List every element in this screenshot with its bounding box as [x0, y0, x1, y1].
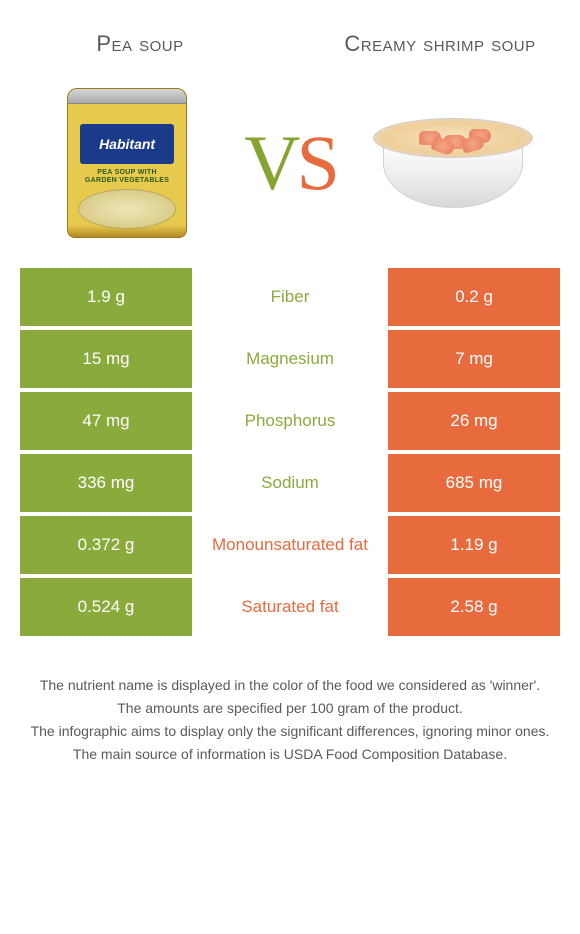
title-left: Pea soup — [10, 30, 270, 58]
footer-line: The main source of information is USDA F… — [30, 744, 550, 765]
nutrient-left-value: 0.524 g — [20, 578, 192, 636]
nutrient-right-value: 685 mg — [388, 454, 560, 512]
nutrient-left-value: 15 mg — [20, 330, 192, 388]
soup-can-icon: Habitant PEA SOUP WITH GARDEN VEGETABLES — [67, 88, 187, 238]
nutrient-label: Saturated fat — [192, 578, 388, 636]
footer-line: The amounts are specified per 100 gram o… — [30, 698, 550, 719]
can-sub-label: PEA SOUP WITH GARDEN VEGETABLES — [78, 169, 176, 185]
soup-bowl-icon — [373, 118, 533, 208]
vs-v: V — [244, 119, 296, 206]
nutrient-right-value: 26 mg — [388, 392, 560, 450]
footer-line: The nutrient name is displayed in the co… — [30, 675, 550, 696]
right-food-image — [336, 118, 570, 208]
nutrient-right-value: 1.19 g — [388, 516, 560, 574]
footer-line: The infographic aims to display only the… — [30, 721, 550, 742]
nutrient-left-value: 47 mg — [20, 392, 192, 450]
table-row: 0.372 gMonounsaturated fat1.19 g — [20, 516, 560, 574]
nutrient-right-value: 0.2 g — [388, 268, 560, 326]
nutrient-label: Magnesium — [192, 330, 388, 388]
nutrient-label: Fiber — [192, 268, 388, 326]
nutrient-table: 1.9 gFiber0.2 g15 mgMagnesium7 mg47 mgPh… — [0, 268, 580, 636]
can-brand-label: Habitant — [80, 124, 174, 164]
title-right: Creamy shrimp soup — [310, 30, 570, 58]
table-row: 0.524 gSaturated fat2.58 g — [20, 578, 560, 636]
nutrient-label: Monounsaturated fat — [192, 516, 388, 574]
table-row: 47 mgPhosphorus26 mg — [20, 392, 560, 450]
table-row: 15 mgMagnesium7 mg — [20, 330, 560, 388]
nutrient-left-value: 336 mg — [20, 454, 192, 512]
header: Pea soup Creamy shrimp soup — [0, 0, 580, 68]
table-row: 1.9 gFiber0.2 g — [20, 268, 560, 326]
nutrient-label: Phosphorus — [192, 392, 388, 450]
vs-s: S — [296, 119, 335, 206]
nutrient-right-value: 7 mg — [388, 330, 560, 388]
nutrient-left-value: 0.372 g — [20, 516, 192, 574]
table-row: 336 mgSodium685 mg — [20, 454, 560, 512]
nutrient-label: Sodium — [192, 454, 388, 512]
nutrient-left-value: 1.9 g — [20, 268, 192, 326]
image-row: Habitant PEA SOUP WITH GARDEN VEGETABLES… — [0, 68, 580, 268]
left-food-image: Habitant PEA SOUP WITH GARDEN VEGETABLES — [10, 88, 244, 238]
can-soup-icon — [78, 189, 176, 229]
nutrient-right-value: 2.58 g — [388, 578, 560, 636]
vs-label: VS — [244, 118, 336, 208]
footer-notes: The nutrient name is displayed in the co… — [0, 640, 580, 765]
